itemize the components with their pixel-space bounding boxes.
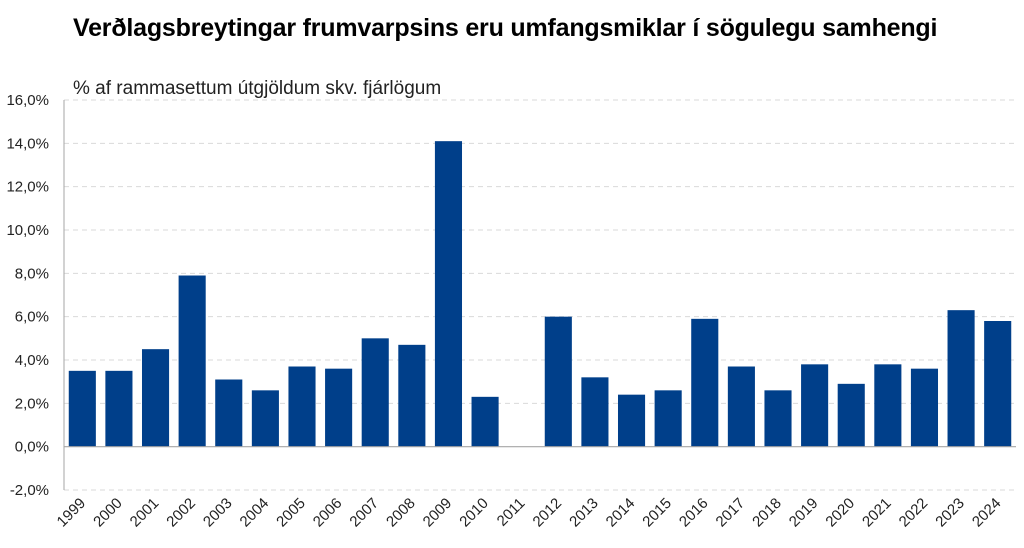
bar-2009 xyxy=(434,141,463,447)
bar-2021 xyxy=(874,364,902,447)
bar-2022 xyxy=(910,368,939,447)
x-tick-label: 2019 xyxy=(786,495,822,531)
x-tick-label: 2001 xyxy=(127,495,163,531)
x-tick-label: 2004 xyxy=(237,495,273,531)
y-tick-label: 8,0% xyxy=(15,265,49,282)
y-tick-label: 0,0% xyxy=(15,439,49,456)
x-tick-label: 2010 xyxy=(456,495,492,531)
bar-2013 xyxy=(581,377,609,447)
y-tick-label: 10,0% xyxy=(6,222,49,239)
bar-2019 xyxy=(801,364,829,447)
bar-2014 xyxy=(617,394,646,447)
bar-2010 xyxy=(471,396,499,447)
x-tick-label: 2016 xyxy=(676,495,712,531)
x-tick-label: 2015 xyxy=(639,495,675,531)
bar-2007 xyxy=(361,338,389,447)
bar-2004 xyxy=(251,390,279,447)
bar-2003 xyxy=(215,379,243,447)
x-tick-label: 2023 xyxy=(932,495,968,531)
bar-2001 xyxy=(141,349,170,447)
x-tick-label: 2002 xyxy=(163,495,199,531)
x-tick-label: 2020 xyxy=(822,495,858,531)
x-tick-label: 2014 xyxy=(603,495,639,531)
x-tick-label: 2005 xyxy=(273,495,309,531)
x-tick-label: 2024 xyxy=(969,495,1005,531)
bar-2006 xyxy=(325,368,353,447)
x-tick-label: 2021 xyxy=(859,495,895,531)
x-tick-label: 2013 xyxy=(566,495,602,531)
x-tick-label: 2011 xyxy=(494,495,529,530)
y-tick-label: 14,0% xyxy=(6,135,49,152)
y-tick-label: -2,0% xyxy=(10,482,49,499)
x-tick-label: 2009 xyxy=(420,495,456,531)
bar-2020 xyxy=(837,383,865,447)
bar-2023 xyxy=(947,310,975,447)
bar-2017 xyxy=(727,366,755,447)
bar-1999 xyxy=(68,370,96,447)
y-tick-label: 2,0% xyxy=(15,395,49,412)
chart-title: Verðlagsbreytingar frumvarpsins eru umfa… xyxy=(73,14,938,42)
x-tick-label: 2012 xyxy=(530,495,566,531)
x-tick-label: 2017 xyxy=(713,495,749,531)
bar-2000 xyxy=(105,370,133,447)
y-tick-label: 4,0% xyxy=(15,352,49,369)
chart-subtitle: % af rammasettum útgjöldum skv. fjárlögu… xyxy=(73,78,442,99)
x-tick-label: 2007 xyxy=(346,495,382,531)
y-tick-label: 12,0% xyxy=(6,179,49,196)
x-tick-label: 1999 xyxy=(54,495,90,531)
bar-2018 xyxy=(764,390,792,447)
bar-2024 xyxy=(984,321,1012,447)
x-tick-label: 2018 xyxy=(749,495,785,531)
bar-2008 xyxy=(398,344,426,447)
bar-2015 xyxy=(654,390,682,447)
bar-2005 xyxy=(288,366,316,447)
x-tick-label: 2008 xyxy=(383,495,419,531)
x-tick-label: 2000 xyxy=(90,495,126,531)
bar-2016 xyxy=(691,318,719,447)
x-tick-label: 2006 xyxy=(310,495,346,531)
x-tick-label: 2003 xyxy=(200,495,236,531)
y-tick-label: 6,0% xyxy=(15,309,49,326)
bar-2012 xyxy=(544,316,572,447)
bar-2002 xyxy=(178,275,206,447)
y-tick-label: 16,0% xyxy=(6,92,49,109)
x-tick-label: 2022 xyxy=(896,495,932,531)
